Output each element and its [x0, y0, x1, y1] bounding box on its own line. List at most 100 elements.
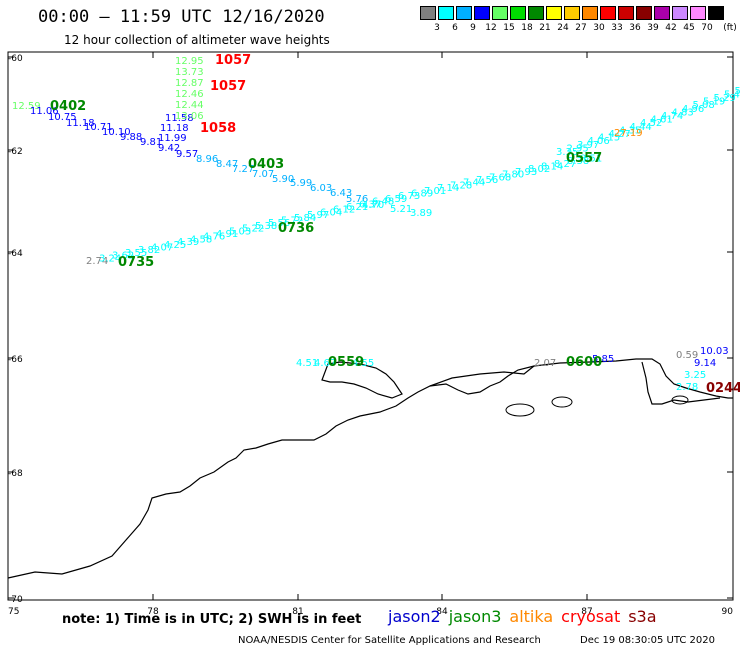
map-frame: [7, 51, 734, 601]
coast-inner-line: [429, 365, 535, 387]
swh-value: 2.78: [676, 382, 698, 393]
swh-value: 6.59: [385, 194, 407, 205]
swh-value: 11.18: [160, 123, 189, 134]
swh-value: 8.38: [567, 156, 589, 167]
swh-value: 4.74: [661, 111, 683, 122]
swh-value: 5.97: [307, 210, 329, 221]
swh-value: 7.93: [515, 167, 537, 178]
swh-value: 4.07: [151, 243, 173, 254]
swh-value: 4.67: [314, 358, 336, 369]
x-tick-label: 90: [722, 607, 734, 617]
pass-time-label: 1058: [200, 121, 236, 136]
ice-shelf-outline: [321, 361, 403, 399]
swh-value: 7.68: [489, 172, 511, 183]
legend-label: 15: [503, 23, 515, 33]
legend-label: 18: [521, 23, 533, 33]
coastline: [7, 358, 733, 579]
swh-value: 5.22: [242, 224, 264, 235]
swh-value: 7.28: [450, 180, 472, 191]
island-outline: [551, 396, 573, 408]
legend-swatch: [474, 6, 490, 20]
swh-value: 4.06: [588, 136, 610, 147]
swh-value: 8.51: [580, 153, 602, 164]
swh-value: 12.59: [12, 101, 41, 112]
legend-unit: (ft): [723, 23, 737, 33]
swh-value: 3.25: [684, 370, 706, 381]
swh-value: 9.57: [176, 149, 198, 160]
pass-time-label: 1057: [215, 53, 251, 68]
y-tick-label: -68: [8, 469, 23, 479]
legend-label: 21: [539, 23, 551, 33]
swh-value: 10.10: [102, 127, 131, 138]
legend-swatch: [564, 6, 580, 20]
legend-swatch: [528, 6, 544, 20]
swh-value: 4.35: [619, 125, 641, 136]
legend-label: 30: [593, 23, 605, 33]
legend-swatch: [420, 6, 436, 20]
legend-swatch: [672, 6, 688, 20]
satellite-name: jason2: [388, 607, 441, 626]
swh-value: 2.07: [534, 358, 556, 369]
swh-value: 5.41: [724, 89, 740, 100]
swh-value: 6.73: [398, 191, 420, 202]
swh-value: 12.44: [175, 100, 204, 111]
legend-swatch: [438, 6, 454, 20]
swh-value: 6.04: [320, 207, 342, 218]
swh-value: 4.25: [164, 240, 186, 251]
swh-value: 4.55: [352, 358, 374, 369]
swh-value: 4.44: [630, 122, 652, 133]
satellite-name: jason3: [448, 607, 502, 626]
swh-value: 7.27: [232, 164, 254, 175]
swh-value: 5.38: [255, 221, 277, 232]
swh-value: 7.44: [463, 178, 485, 189]
swh-value: 2.95: [567, 143, 589, 154]
swh-value: 12.95: [175, 56, 204, 67]
satellite-legend: jason2 jason3 altika cryosat s3a: [388, 607, 665, 626]
pass-time-label: 0735: [118, 255, 154, 270]
x-tick-label: 81: [292, 607, 303, 617]
swh-value: 5.58: [735, 86, 740, 97]
map-subtitle: 12 hour collection of altimeter wave hei…: [64, 33, 330, 47]
swh-value: 5.90: [272, 174, 294, 185]
pass-time-label: 0559: [328, 355, 364, 370]
x-tick-label: 78: [147, 607, 159, 617]
legend-label: 45: [683, 23, 695, 33]
swh-value: 4.91: [216, 229, 238, 240]
footer-note: note: 1) Time is in UTC; 2) SWH is in fe…: [62, 612, 362, 627]
swh-value: 7.80: [502, 170, 524, 181]
pass-time-label: 0403: [248, 157, 284, 172]
coast-east-line: [641, 361, 721, 405]
legend-label: 36: [629, 23, 641, 33]
island-outline: [671, 395, 689, 405]
swh-value: 3.89: [410, 208, 432, 219]
swh-value: 7.14: [437, 183, 459, 194]
swh-value: 3.97: [577, 140, 599, 151]
swh-value: 6.43: [330, 188, 352, 199]
swh-value: 3.62: [112, 251, 134, 262]
x-tick-label: 84: [436, 607, 448, 617]
swh-value: 3.24: [99, 253, 121, 264]
generated-timestamp: Dec 19 08:30:05 UTC 2020: [580, 635, 715, 646]
swh-value: 3.55: [125, 248, 147, 259]
swh-value: 11.06: [30, 106, 59, 117]
pass-time-label: 0736: [278, 221, 314, 236]
legend-label: 24: [557, 23, 569, 33]
swh-value: 5.56: [268, 218, 290, 229]
legend-label: 3: [434, 23, 440, 33]
legend-swatch: [456, 6, 472, 20]
y-tick-label: -60: [8, 54, 23, 64]
swh-value: 4.58: [190, 234, 212, 245]
swh-value: 4.51: [296, 358, 318, 369]
legend-swatch: [654, 6, 670, 20]
swh-value: 4.27: [609, 129, 631, 140]
legend-label: 6: [452, 23, 458, 33]
swh-value: 4.15: [598, 133, 620, 144]
swh-value: 4.83: [672, 107, 694, 118]
swh-value: 5.08: [693, 100, 715, 111]
swh-value: 4.52: [640, 118, 662, 129]
swh-value: 9.42: [158, 143, 180, 154]
map-title: 00:00 – 11:59 UTC 12/16/2020: [38, 7, 325, 27]
swh-value: 7.56: [476, 175, 498, 186]
swh-value: 5.19: [703, 97, 725, 108]
